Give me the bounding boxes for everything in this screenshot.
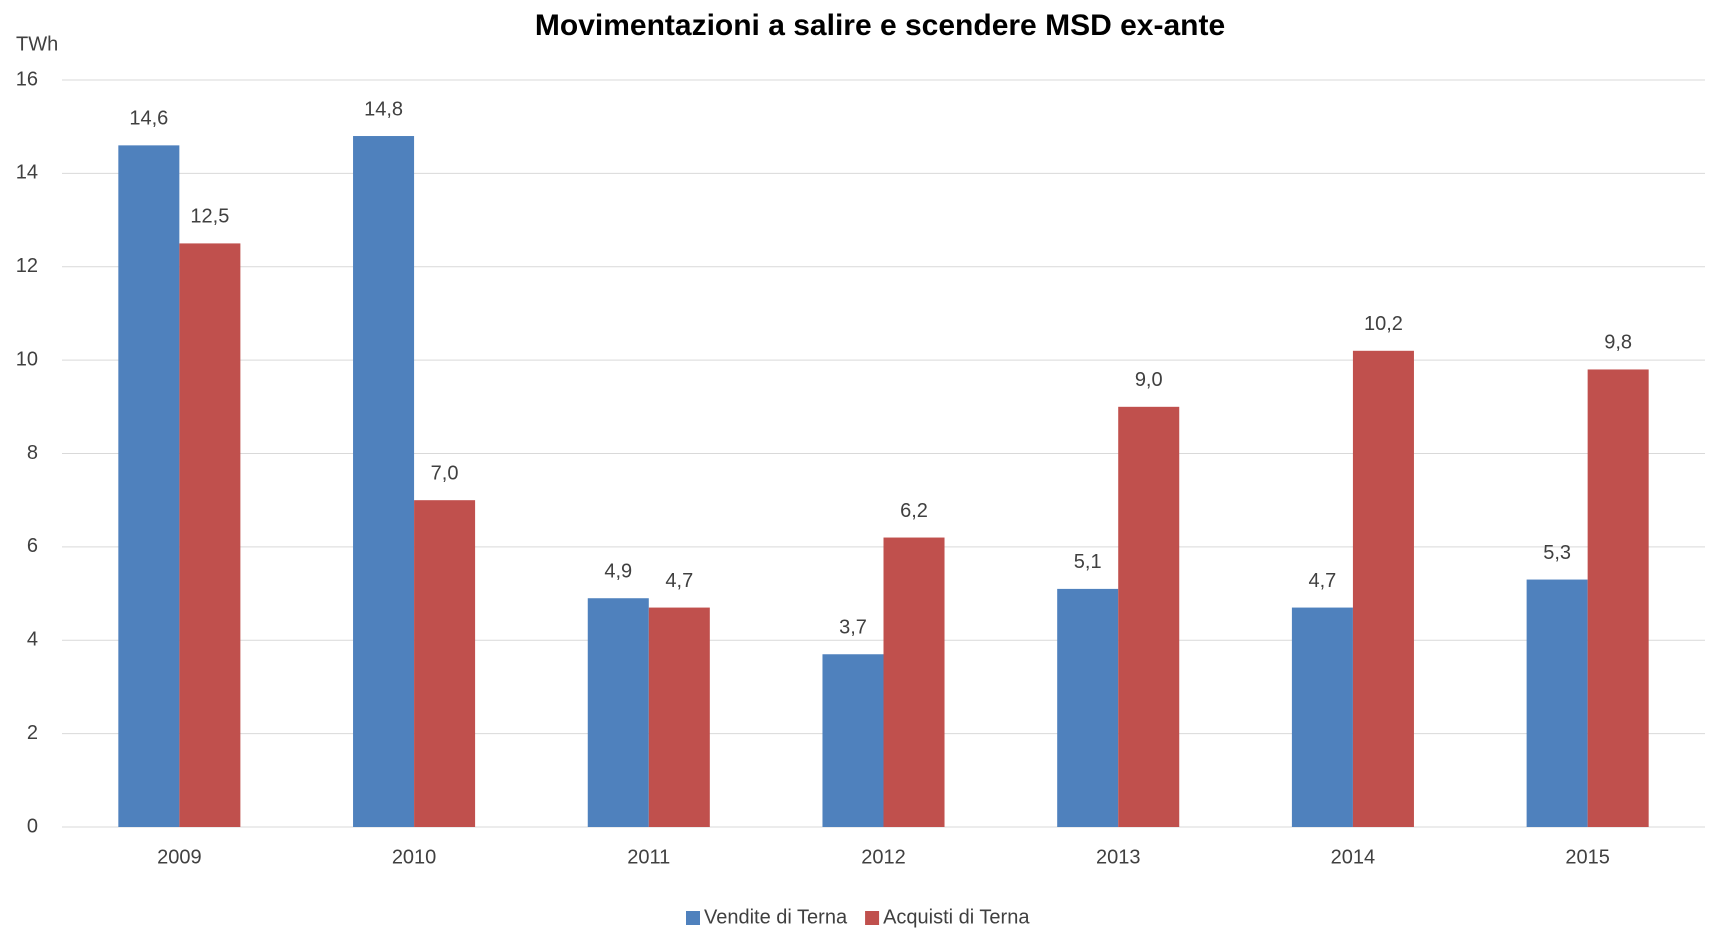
data-label: 4,9 <box>604 561 632 583</box>
data-label: 5,1 <box>1074 551 1102 573</box>
data-label: 4,7 <box>1309 570 1337 592</box>
bar <box>1352 350 1414 827</box>
bar <box>1587 369 1649 827</box>
bar <box>118 145 180 828</box>
legend-label: Acquisti di Terna <box>883 906 1030 928</box>
data-label: 12,5 <box>190 206 229 228</box>
data-label: 14,8 <box>364 98 403 120</box>
y-tick-label: 0 <box>27 815 38 837</box>
x-tick-label: 2010 <box>392 846 437 868</box>
bar <box>353 136 415 827</box>
bar <box>179 243 241 827</box>
y-axis-label: TWh <box>16 33 58 55</box>
y-tick-label: 2 <box>27 722 38 744</box>
x-tick-label: 2012 <box>861 846 906 868</box>
bar <box>587 598 649 827</box>
bar <box>1291 607 1353 827</box>
bar <box>1118 406 1180 827</box>
y-tick-label: 16 <box>16 68 38 90</box>
data-label: 3,7 <box>839 617 867 639</box>
bar <box>648 607 710 827</box>
bar <box>1526 579 1588 827</box>
x-tick-label: 2009 <box>157 846 202 868</box>
legend-swatch <box>686 911 700 925</box>
x-tick-label: 2014 <box>1331 846 1376 868</box>
chart-title: Movimentazioni a salire e scendere MSD e… <box>535 9 1225 42</box>
x-tick-label: 2013 <box>1096 846 1141 868</box>
data-label: 9,8 <box>1604 332 1632 354</box>
y-tick-label: 14 <box>16 162 38 184</box>
data-label: 7,0 <box>431 462 459 484</box>
data-label: 9,0 <box>1135 369 1163 391</box>
y-tick-label: 12 <box>16 255 38 277</box>
y-tick-label: 10 <box>16 348 38 370</box>
legend-swatch <box>865 911 880 925</box>
y-tick-label: 4 <box>27 629 38 651</box>
data-label: 14,6 <box>129 108 168 130</box>
data-label: 5,3 <box>1543 542 1571 564</box>
y-tick-label: 6 <box>27 535 38 557</box>
data-label: 10,2 <box>1364 313 1403 335</box>
legend-label: Vendite di Terna <box>704 906 848 928</box>
y-tick-label: 8 <box>27 442 38 464</box>
x-tick-label: 2011 <box>627 846 670 868</box>
x-tick-label: 2015 <box>1565 846 1610 868</box>
bar <box>883 537 945 827</box>
data-label: 6,2 <box>900 500 928 522</box>
bar <box>1057 588 1119 827</box>
bar <box>414 500 476 827</box>
bar <box>822 654 884 827</box>
data-label: 4,7 <box>665 570 693 592</box>
